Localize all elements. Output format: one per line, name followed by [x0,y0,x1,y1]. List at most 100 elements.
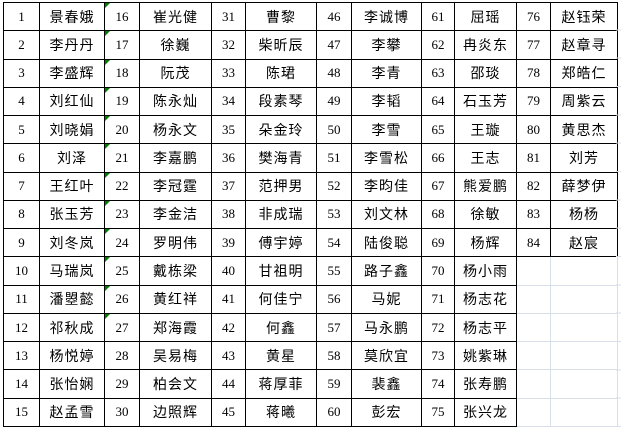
row-number-cell[interactable]: 70 [421,256,455,286]
row-number-cell[interactable]: 1 [3,1,40,32]
person-name-cell[interactable]: 朵金玲 [245,115,317,145]
person-name-cell[interactable]: 刘泽 [39,143,105,173]
row-number-cell[interactable]: 21 [104,143,140,173]
row-number-cell[interactable]: 56 [316,284,352,314]
person-name-cell[interactable]: 柴昕辰 [245,30,317,60]
person-name-cell[interactable]: 李雪 [351,115,422,145]
person-name-cell[interactable]: 傅宇婷 [245,228,317,258]
row-number-cell[interactable]: 25 [104,256,140,286]
person-name-cell[interactable]: 杨杨 [550,199,618,230]
person-name-cell[interactable]: 莫欣宜 [351,341,422,371]
row-number-cell[interactable] [516,312,551,343]
row-number-cell[interactable]: 50 [316,115,352,145]
row-number-cell[interactable]: 46 [316,1,352,32]
row-number-cell[interactable]: 36 [211,143,246,173]
row-number-cell[interactable]: 57 [316,312,352,343]
person-name-cell[interactable]: 崔光健 [139,1,212,32]
row-number-cell[interactable]: 49 [316,86,352,117]
person-name-cell[interactable]: 李韬 [351,86,422,117]
row-number-cell[interactable]: 14 [3,369,40,399]
row-number-cell[interactable]: 58 [316,341,352,371]
row-number-cell[interactable]: 59 [316,369,352,399]
row-number-cell[interactable]: 51 [316,143,352,173]
person-name-cell[interactable]: 郑海霞 [139,312,212,343]
row-number-cell[interactable]: 26 [104,284,140,314]
row-number-cell[interactable]: 60 [316,397,352,428]
person-name-cell[interactable] [550,341,618,371]
person-name-cell[interactable]: 潘曌懿 [39,284,105,314]
row-number-cell[interactable]: 62 [421,30,455,60]
row-number-cell[interactable]: 44 [211,369,246,399]
person-name-cell[interactable] [550,256,618,286]
row-number-cell[interactable]: 82 [516,171,551,201]
row-number-cell[interactable]: 55 [316,256,352,286]
row-number-cell[interactable]: 4 [3,86,40,117]
person-name-cell[interactable]: 李诚博 [351,1,422,32]
row-number-cell[interactable]: 15 [3,397,40,428]
row-number-cell[interactable]: 24 [104,228,140,258]
person-name-cell[interactable]: 赵章寻 [550,30,618,60]
person-name-cell[interactable]: 何佳宁 [245,284,317,314]
person-name-cell[interactable]: 李青 [351,58,422,88]
person-name-cell[interactable]: 李昀佳 [351,171,422,201]
person-name-cell[interactable]: 冉炎东 [454,30,517,60]
person-name-cell[interactable]: 张寿鹏 [454,369,517,399]
person-name-cell[interactable]: 黄红祥 [139,284,212,314]
row-number-cell[interactable]: 39 [211,228,246,258]
person-name-cell[interactable]: 马永鹏 [351,312,422,343]
person-name-cell[interactable]: 薛梦伊 [550,171,618,201]
row-number-cell[interactable]: 7 [3,171,40,201]
person-name-cell[interactable]: 邵琰 [454,58,517,88]
person-name-cell[interactable]: 王志 [454,143,517,173]
row-number-cell[interactable]: 54 [316,228,352,258]
row-number-cell[interactable]: 77 [516,30,551,60]
row-number-cell[interactable] [516,256,551,286]
row-number-cell[interactable]: 2 [3,30,40,60]
row-number-cell[interactable]: 35 [211,115,246,145]
row-number-cell[interactable]: 71 [421,284,455,314]
row-number-cell[interactable]: 19 [104,86,140,117]
person-name-cell[interactable]: 杨志平 [454,312,517,343]
person-name-cell[interactable]: 王红叶 [39,171,105,201]
row-number-cell[interactable]: 75 [421,397,455,428]
row-number-cell[interactable]: 33 [211,58,246,88]
person-name-cell[interactable]: 景春娥 [39,1,105,32]
row-number-cell[interactable]: 32 [211,30,246,60]
row-number-cell[interactable]: 43 [211,341,246,371]
row-number-cell[interactable]: 42 [211,312,246,343]
person-name-cell[interactable]: 罗明伟 [139,228,212,258]
person-name-cell[interactable]: 柏会文 [139,369,212,399]
row-number-cell[interactable] [516,341,551,371]
row-number-cell[interactable]: 18 [104,58,140,88]
row-number-cell[interactable]: 20 [104,115,140,145]
row-number-cell[interactable]: 76 [516,1,551,32]
row-number-cell[interactable]: 8 [3,199,40,230]
person-name-cell[interactable] [550,369,618,399]
person-name-cell[interactable]: 赵宸 [550,228,618,258]
row-number-cell[interactable]: 63 [421,58,455,88]
person-name-cell[interactable]: 杨小雨 [454,256,517,286]
person-name-cell[interactable]: 黄思杰 [550,115,618,145]
row-number-cell[interactable]: 68 [421,199,455,230]
person-name-cell[interactable]: 阮茂 [139,58,212,88]
row-number-cell[interactable]: 72 [421,312,455,343]
row-number-cell[interactable]: 11 [3,284,40,314]
person-name-cell[interactable]: 徐敏 [454,199,517,230]
row-number-cell[interactable]: 16 [104,1,140,32]
row-number-cell[interactable]: 73 [421,341,455,371]
person-name-cell[interactable]: 姚紫琳 [454,341,517,371]
row-number-cell[interactable]: 45 [211,397,246,428]
row-number-cell[interactable]: 34 [211,86,246,117]
person-name-cell[interactable]: 杨永文 [139,115,212,145]
person-name-cell[interactable]: 石玉芳 [454,86,517,117]
person-name-cell[interactable]: 陈珺 [245,58,317,88]
row-number-cell[interactable]: 29 [104,369,140,399]
person-name-cell[interactable]: 张兴龙 [454,397,517,428]
person-name-cell[interactable]: 杨悦婷 [39,341,105,371]
row-number-cell[interactable]: 64 [421,86,455,117]
person-name-cell[interactable]: 郑皓仁 [550,58,618,88]
row-number-cell[interactable]: 81 [516,143,551,173]
person-name-cell[interactable]: 陈永灿 [139,86,212,117]
person-name-cell[interactable]: 刘冬岚 [39,228,105,258]
row-number-cell[interactable]: 83 [516,199,551,230]
